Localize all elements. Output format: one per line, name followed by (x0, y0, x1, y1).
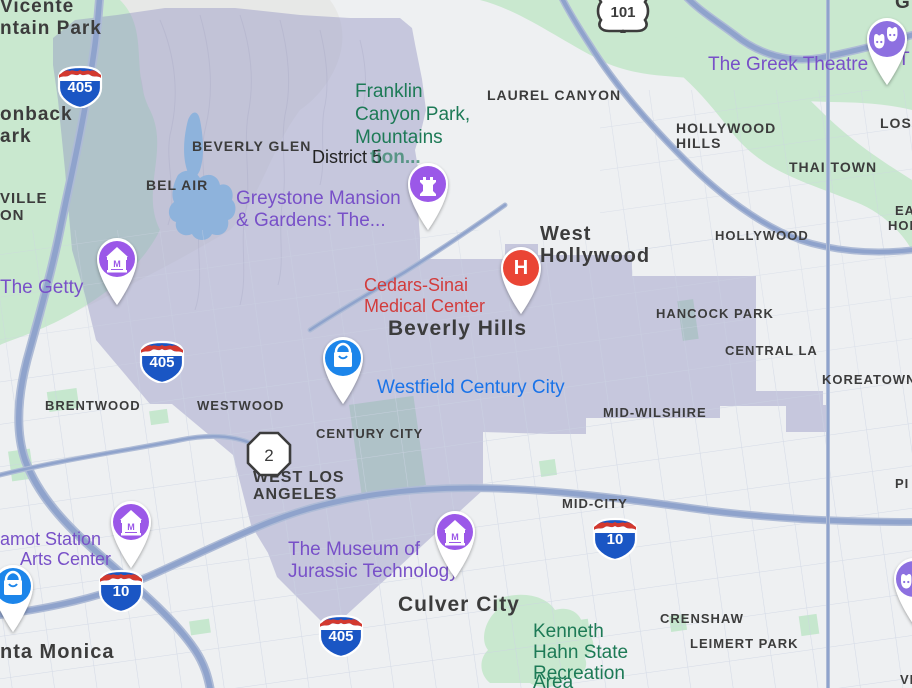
svg-text:WESTWOOD: WESTWOOD (197, 398, 284, 413)
svg-text:ANGELES: ANGELES (253, 486, 337, 503)
svg-text:405: 405 (328, 628, 353, 645)
svg-text:Mountains: Mountains (355, 127, 443, 148)
svg-text:& Gardens: The...: & Gardens: The... (236, 210, 386, 231)
svg-text:CENTURY CITY: CENTURY CITY (316, 426, 423, 441)
svg-text:The Museum of: The Museum of (288, 539, 421, 560)
svg-text:Arts Center: Arts Center (20, 549, 111, 569)
svg-text:Franklin: Franklin (355, 81, 423, 102)
svg-text:Westfield Century City: Westfield Century City (377, 377, 565, 398)
svg-text:101: 101 (610, 4, 635, 21)
svg-text:HOLLYWOOD: HOLLYWOOD (676, 120, 776, 136)
svg-text:nta Monica: nta Monica (0, 641, 114, 663)
svg-text:MID-CITY: MID-CITY (562, 496, 628, 511)
svg-text:Canyon Park,: Canyon Park, (355, 104, 470, 125)
svg-text:ark: ark (0, 126, 32, 147)
svg-text:Greystone Mansion: Greystone Mansion (236, 188, 401, 209)
svg-text:BEVERLY GLEN: BEVERLY GLEN (192, 138, 311, 154)
svg-text:Culver City: Culver City (398, 593, 520, 616)
svg-text:Jurassic Technology: Jurassic Technology (288, 561, 459, 582)
svg-text:THAI TOWN: THAI TOWN (789, 159, 877, 175)
svg-text:HOLLYWOOD: HOLLYWOOD (715, 228, 809, 243)
svg-text:West: West (540, 223, 591, 245)
svg-text:LAUREL CANYON: LAUREL CANYON (487, 87, 621, 103)
svg-text:HOLLY: HOLLY (888, 218, 912, 233)
svg-text:405: 405 (149, 354, 174, 371)
svg-text:EAS: EAS (895, 203, 912, 218)
svg-text:Beverly Hills: Beverly Hills (388, 317, 527, 340)
svg-text:ntain Park: ntain Park (0, 18, 102, 39)
svg-text:Griffit: Griffit (895, 0, 912, 13)
svg-text:tion...: tion... (370, 147, 421, 168)
svg-text:Area: Area (533, 672, 574, 688)
svg-text:LOS: LOS (880, 115, 912, 131)
svg-text:Medical Center: Medical Center (364, 296, 485, 316)
svg-text:KOREATOWN: KOREATOWN (822, 372, 912, 387)
svg-text:onback: onback (0, 104, 73, 125)
svg-text:Kenneth: Kenneth (533, 621, 604, 642)
svg-text:BEL AIR: BEL AIR (146, 177, 208, 193)
svg-text:The Greek Theatre: The Greek Theatre (708, 54, 868, 75)
svg-text:VILLE: VILLE (0, 190, 48, 207)
svg-text:BRENTWOOD: BRENTWOOD (45, 398, 141, 413)
svg-text:ON: ON (0, 207, 25, 224)
svg-text:Hollywood: Hollywood (540, 245, 650, 267)
svg-text:amot Station: amot Station (0, 529, 101, 549)
svg-text:MID-WILSHIRE: MID-WILSHIRE (603, 405, 707, 420)
svg-text:PI: PI (895, 476, 909, 491)
svg-text:2: 2 (264, 446, 273, 465)
svg-text:405: 405 (67, 79, 92, 96)
svg-text:Hahn State: Hahn State (533, 642, 628, 663)
svg-text:HANCOCK PARK: HANCOCK PARK (656, 306, 774, 321)
svg-text:Vicente: Vicente (0, 0, 74, 17)
svg-text:10: 10 (607, 531, 624, 548)
svg-text:HILLS: HILLS (676, 135, 721, 151)
svg-text:VERMONT: VERMONT (900, 672, 912, 687)
svg-text:CENTRAL LA: CENTRAL LA (725, 343, 818, 358)
svg-text:CRENSHAW: CRENSHAW (660, 611, 744, 626)
svg-text:The Getty: The Getty (0, 277, 84, 298)
svg-text:LEIMERT PARK: LEIMERT PARK (690, 636, 799, 651)
svg-text:Cedars-Sinai: Cedars-Sinai (364, 275, 468, 295)
svg-text:10: 10 (113, 583, 130, 600)
